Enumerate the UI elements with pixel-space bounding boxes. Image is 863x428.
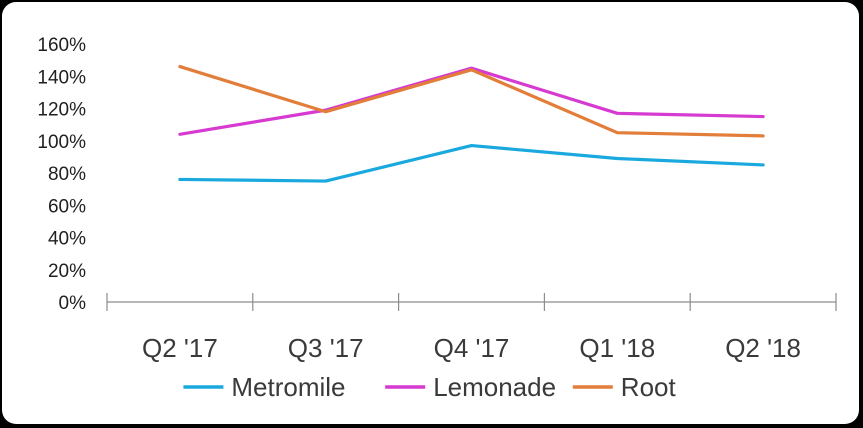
x-tick-label: Q4 '17	[434, 333, 510, 363]
y-tick-label: 120%	[37, 100, 86, 121]
legend: Metromile Lemonade Root	[183, 372, 676, 402]
x-tick-label: Q2 '18	[725, 333, 801, 363]
legend-label-metromile: Metromile	[231, 372, 345, 402]
y-tick-label: 0%	[59, 293, 87, 314]
y-tick-label: 60%	[48, 196, 86, 217]
y-tick-label: 20%	[48, 261, 86, 282]
y-tick-label: 140%	[37, 67, 86, 88]
x-tick-label: Q3 '17	[288, 333, 364, 363]
axes	[106, 293, 837, 311]
series-line-metromile	[178, 143, 765, 183]
y-tick-label: 80%	[48, 164, 86, 185]
y-tick-label: 40%	[48, 229, 86, 250]
y-tick-label: 100%	[37, 132, 86, 153]
series-lines	[178, 64, 765, 183]
x-tick-label: Q1 '18	[579, 333, 655, 363]
series-line-root	[178, 64, 765, 138]
y-tick-label: 160%	[37, 35, 86, 56]
series-line-lemonade	[178, 66, 765, 136]
line-chart: 0% 20% 40% 60% 80% 100% 120% 140% 160% Q2 '17 Q3 …	[37, 35, 837, 402]
x-axis-ticks: Q2 '17 Q3 '17 Q4 '17 Q1 '18 Q2 '18	[142, 333, 801, 363]
x-tick-label: Q2 '17	[142, 333, 218, 363]
legend-label-lemonade: Lemonade	[433, 372, 556, 402]
y-axis-ticks: 0% 20% 40% 60% 80% 100% 120% 140% 160%	[37, 35, 86, 314]
chart-frame: 0% 20% 40% 60% 80% 100% 120% 140% 160% Q2 '17 Q3 …	[2, 2, 859, 424]
legend-label-root: Root	[621, 372, 677, 402]
